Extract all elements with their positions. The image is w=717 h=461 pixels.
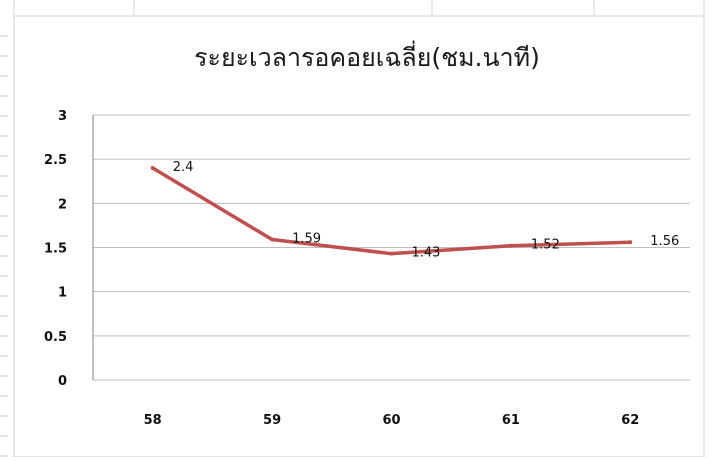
x-tick-label: 62 [621, 413, 639, 428]
data-label: 1.52 [531, 238, 560, 253]
data-point[interactable] [508, 243, 513, 248]
data-labels: 2.4 1.59 1.43 1.52 1.56 [173, 160, 680, 261]
y-tick-label: 2 [58, 197, 67, 212]
y-tick-label: 0 [58, 374, 67, 389]
y-tick-label: 1.5 [44, 242, 67, 257]
x-tick-label: 59 [263, 413, 281, 428]
y-axis: 0 0.5 1 1.5 2 2.5 3 [44, 109, 94, 389]
sheet-gridlines [0, 0, 705, 457]
y-tick-label: 1 [58, 286, 67, 301]
data-point[interactable] [389, 251, 394, 256]
plot-gridlines [93, 114, 690, 381]
chart-title: ระยะเวลารอคอยเฉลี่ย(ชม.นาที) [194, 40, 540, 72]
data-label: 2.4 [173, 160, 194, 175]
data-point[interactable] [270, 237, 275, 242]
y-tick-label: 2.5 [44, 153, 67, 168]
y-tick-label: 0.5 [44, 330, 67, 345]
y-tick-label: 3 [58, 109, 67, 124]
x-axis: 58 59 60 61 62 [144, 413, 640, 428]
data-label: 1.56 [650, 234, 679, 249]
x-tick-label: 61 [502, 413, 520, 428]
data-label: 1.59 [292, 232, 321, 247]
data-point[interactable] [150, 166, 155, 170]
x-tick-label: 58 [144, 413, 162, 428]
data-point[interactable] [628, 240, 633, 245]
chart-area[interactable]: ระยะเวลารอคอยเฉลี่ย(ชม.นาที) 00.511.522.… [13, 15, 705, 458]
chart-background [13, 15, 705, 458]
data-label: 1.43 [412, 246, 441, 261]
x-tick-label: 60 [382, 413, 400, 428]
series-1[interactable] [150, 166, 633, 256]
